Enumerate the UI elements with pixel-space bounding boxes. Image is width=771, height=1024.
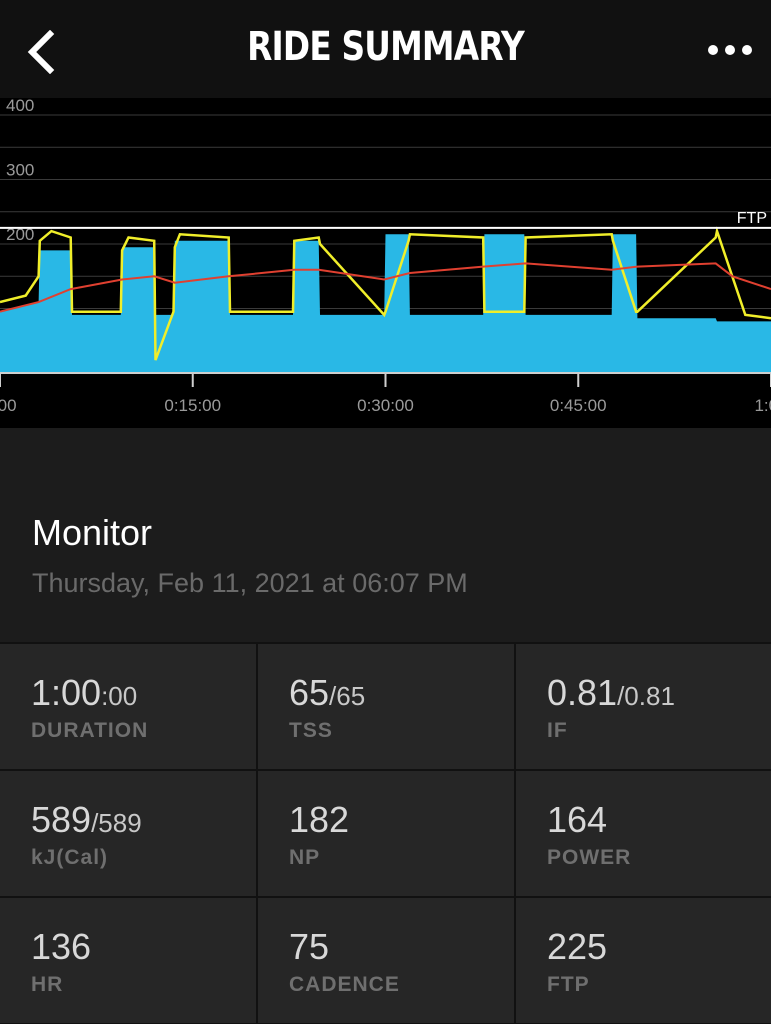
y-tick-label: 300 <box>6 161 34 180</box>
x-tick-label: 0:45:00 <box>550 396 607 415</box>
x-tick-label: 0:30:00 <box>357 396 414 415</box>
stat-label: CADENCE <box>289 973 400 996</box>
stat-value: 589/589 <box>31 799 142 840</box>
stat-value: 1:00:00 <box>31 672 138 713</box>
stat-np: 182 NP <box>258 771 514 896</box>
chevron-left-icon <box>27 29 55 75</box>
stat-label: HR <box>31 973 64 996</box>
stat-power: 164 POWER <box>516 771 771 896</box>
power-chart-svg: 400 300 200 FTP 0:00 0:15:00 0:30:00 0:45:00 1:0… <box>0 98 771 415</box>
page-title: RIDE SUMMARY <box>247 24 525 70</box>
stat-label: DURATION <box>31 719 149 742</box>
x-tick-label: 0:00 <box>0 396 17 415</box>
stat-label: IF <box>547 719 568 742</box>
stat-label: FTP <box>547 973 590 996</box>
header-bar: RIDE SUMMARY <box>0 0 771 98</box>
stat-value: 136 <box>31 926 92 967</box>
y-tick-label: 400 <box>6 98 34 115</box>
heart-rate-line <box>0 262 771 313</box>
stat-tss: 65/65 TSS <box>258 644 514 769</box>
stat-hr: 136 HR <box>0 898 256 1023</box>
x-tick-label: 0:15:00 <box>164 396 221 415</box>
stat-label: POWER <box>547 846 632 869</box>
stat-label: kJ(Cal) <box>31 846 109 869</box>
ride-name: Monitor <box>32 512 153 553</box>
stat-value: 164 <box>547 799 608 840</box>
stat-kj: 589/589 kJ(Cal) <box>0 771 256 896</box>
back-button[interactable] <box>22 29 62 75</box>
y-tick-label: 200 <box>6 225 34 244</box>
x-tick-label: 1:00 <box>754 396 771 415</box>
stat-value: 225 <box>547 926 608 967</box>
stat-value: 75 <box>289 926 330 967</box>
stat-value: 182 <box>289 799 350 840</box>
more-options-button[interactable] <box>707 36 753 64</box>
power-line <box>0 226 771 361</box>
stat-value: 0.81/0.81 <box>547 672 675 713</box>
ftp-label: FTP <box>737 210 767 227</box>
stat-label: TSS <box>289 719 333 742</box>
stat-ftp: 225 FTP <box>516 898 771 1023</box>
ride-datetime: Thursday, Feb 11, 2021 at 06:07 PM <box>32 568 468 598</box>
stats-grid: 1:00:00 DURATION 65/65 TSS 0.81/0.81 IF … <box>0 642 771 1024</box>
stat-cadence: 75 CADENCE <box>258 898 514 1023</box>
more-horizontal-icon <box>708 45 752 55</box>
stat-if: 0.81/0.81 IF <box>516 644 771 769</box>
stat-duration: 1:00:00 DURATION <box>0 644 256 769</box>
power-area <box>0 234 771 373</box>
ride-info-panel: Monitor Thursday, Feb 11, 2021 at 06:07 … <box>0 428 771 642</box>
stat-value: 65/65 <box>289 672 366 713</box>
power-chart: 400 300 200 FTP 0:00 0:15:00 0:30:00 0:45:00 1:0… <box>0 98 771 428</box>
stat-label: NP <box>289 846 321 869</box>
